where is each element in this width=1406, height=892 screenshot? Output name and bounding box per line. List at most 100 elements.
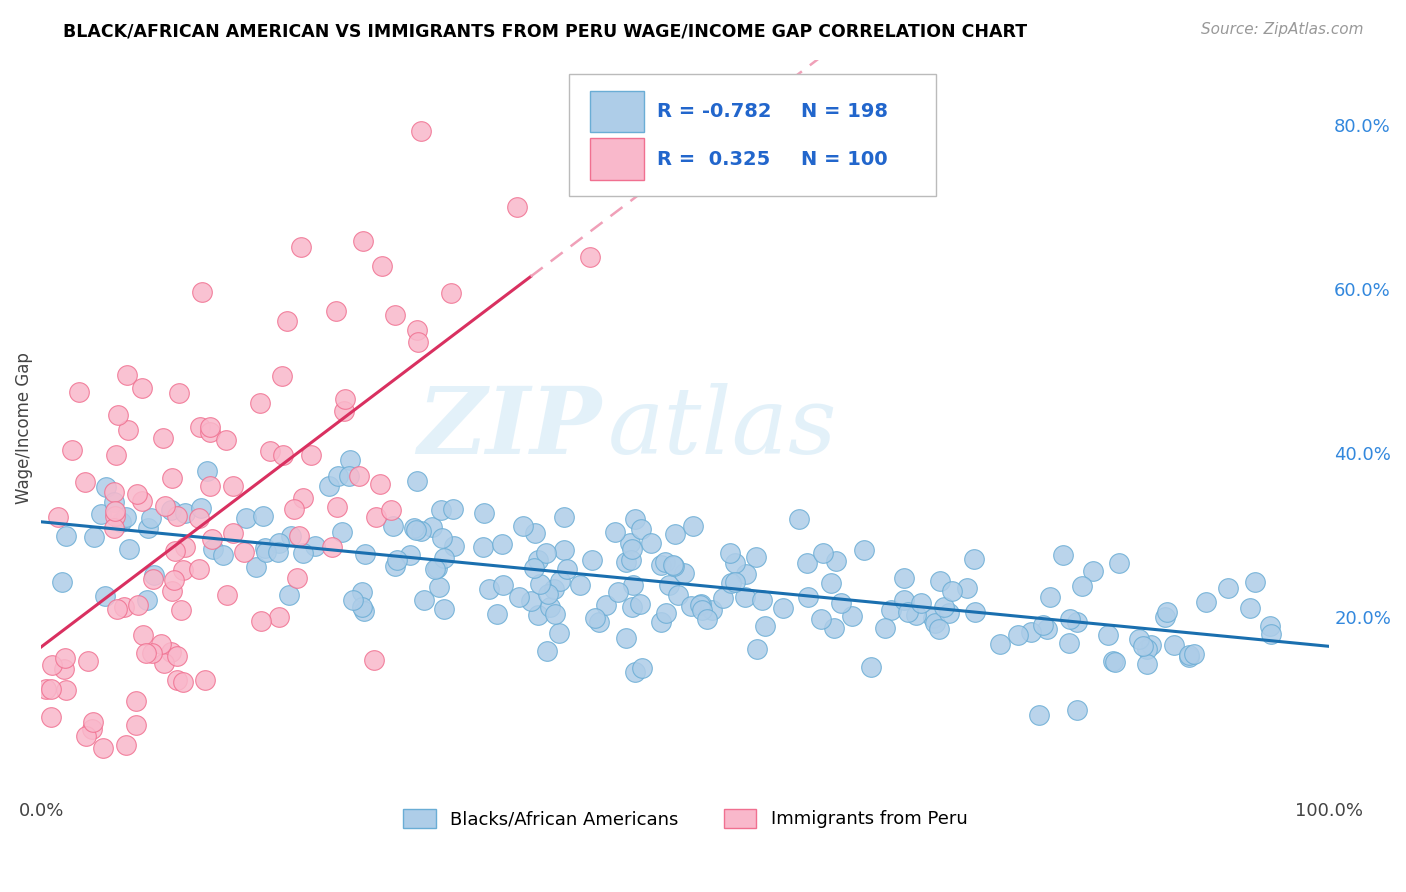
Point <box>523 525 546 540</box>
Point <box>267 536 290 550</box>
Point <box>658 578 681 592</box>
Point <box>441 502 464 516</box>
Point <box>249 614 271 628</box>
Point <box>222 525 245 540</box>
Point <box>430 503 453 517</box>
Point <box>1052 549 1074 563</box>
Point <box>125 694 148 708</box>
Point <box>1178 650 1201 665</box>
Point <box>142 572 165 586</box>
Point <box>544 607 567 622</box>
Point <box>125 486 148 500</box>
Point <box>200 425 222 439</box>
Point <box>173 541 195 555</box>
Point <box>342 593 364 607</box>
Point <box>924 616 946 631</box>
Point <box>965 605 987 619</box>
Point <box>172 562 194 576</box>
Text: N = 198: N = 198 <box>801 102 889 120</box>
Point <box>508 590 530 604</box>
Point <box>724 556 747 570</box>
Point <box>1066 615 1088 629</box>
Point <box>962 552 984 566</box>
FancyBboxPatch shape <box>591 138 644 180</box>
Point <box>215 588 238 602</box>
Point <box>512 519 534 533</box>
Point <box>163 573 186 587</box>
Point <box>160 583 183 598</box>
Point <box>55 683 77 698</box>
Point <box>292 546 315 560</box>
Point <box>797 591 820 605</box>
Point <box>941 583 963 598</box>
Point <box>654 555 676 569</box>
Point <box>1136 641 1159 656</box>
Point <box>1083 564 1105 578</box>
Point <box>46 509 69 524</box>
Point <box>249 396 271 410</box>
Point <box>536 644 558 658</box>
Point <box>873 622 896 636</box>
Point <box>406 335 429 350</box>
Point <box>830 596 852 610</box>
Point <box>103 495 125 509</box>
Point <box>696 612 718 626</box>
Point <box>1216 582 1239 596</box>
Point <box>160 645 183 659</box>
Text: BLACK/AFRICAN AMERICAN VS IMMIGRANTS FROM PERU WAGE/INCOME GAP CORRELATION CHART: BLACK/AFRICAN AMERICAN VS IMMIGRANTS FRO… <box>63 22 1028 40</box>
Point <box>529 577 551 591</box>
Point <box>427 580 450 594</box>
Point <box>1163 638 1185 652</box>
Point <box>720 575 742 590</box>
Point <box>221 479 243 493</box>
Point <box>152 431 174 445</box>
Point <box>1036 623 1059 637</box>
Text: N = 100: N = 100 <box>801 150 887 169</box>
Point <box>662 558 685 573</box>
Point <box>631 661 654 675</box>
Point <box>105 602 128 616</box>
Point <box>928 622 950 636</box>
Point <box>150 637 173 651</box>
Point <box>103 485 125 500</box>
Point <box>956 581 979 595</box>
Point <box>655 607 678 621</box>
Point <box>537 587 560 601</box>
Point <box>491 537 513 551</box>
Point <box>754 619 776 633</box>
Point <box>174 506 197 520</box>
Point <box>1195 595 1218 609</box>
Point <box>478 582 501 596</box>
Point <box>131 381 153 395</box>
Point <box>630 522 652 536</box>
Point <box>929 574 952 588</box>
Point <box>283 502 305 516</box>
Point <box>1244 574 1267 589</box>
Point <box>60 442 83 457</box>
Point <box>423 562 446 576</box>
Point <box>520 594 543 608</box>
Point <box>51 574 73 589</box>
Point <box>330 525 353 540</box>
Point <box>350 600 373 615</box>
Point <box>679 599 702 613</box>
Point <box>39 710 62 724</box>
Point <box>640 536 662 550</box>
Point <box>606 584 628 599</box>
Point <box>103 508 125 523</box>
Point <box>132 628 155 642</box>
Point <box>614 555 637 569</box>
Point <box>621 600 644 615</box>
Point <box>245 560 267 574</box>
Point <box>94 589 117 603</box>
Point <box>543 582 565 596</box>
Point <box>1039 591 1062 605</box>
Point <box>107 408 129 422</box>
Point <box>384 558 406 573</box>
Point <box>114 510 136 524</box>
Point <box>125 718 148 732</box>
Point <box>271 449 294 463</box>
Point <box>304 539 326 553</box>
Point <box>352 234 374 248</box>
Point <box>103 520 125 534</box>
